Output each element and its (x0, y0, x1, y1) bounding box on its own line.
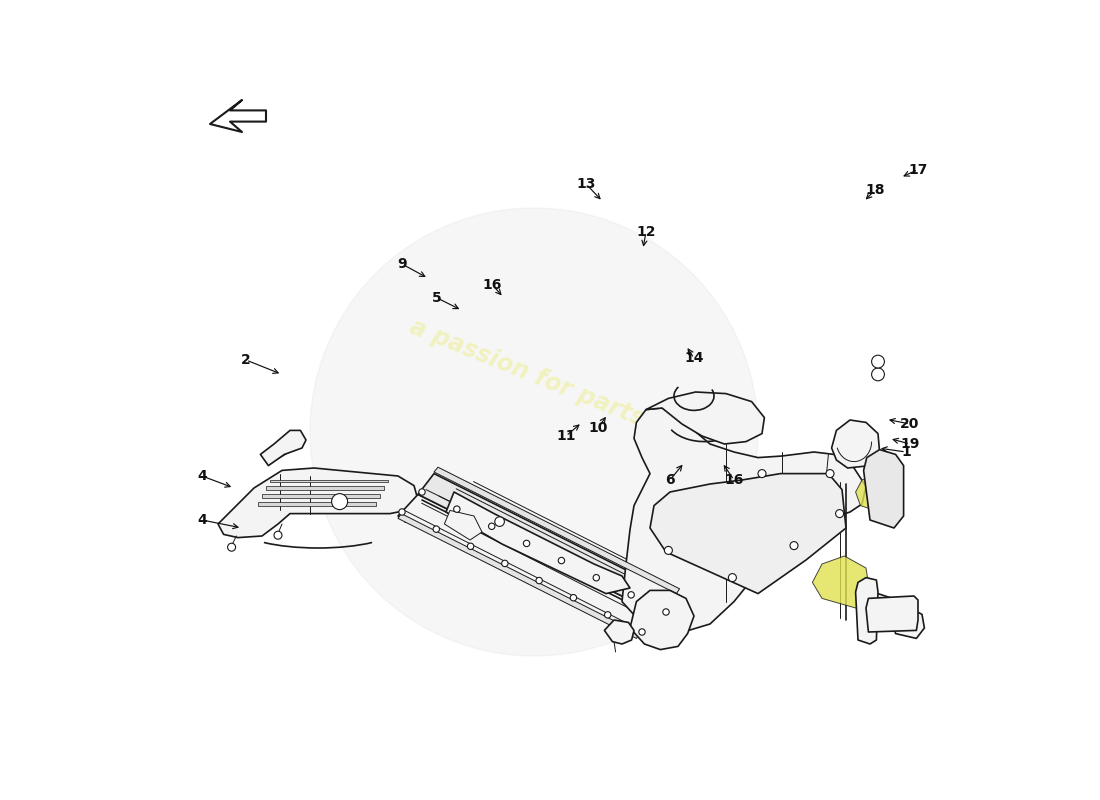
Polygon shape (856, 474, 894, 514)
Polygon shape (261, 430, 306, 466)
Polygon shape (444, 510, 482, 540)
Polygon shape (858, 594, 895, 626)
Circle shape (790, 542, 798, 550)
Text: 11: 11 (557, 429, 575, 443)
Circle shape (826, 470, 834, 478)
Polygon shape (604, 620, 634, 644)
Circle shape (628, 592, 635, 598)
Polygon shape (262, 494, 381, 498)
Polygon shape (650, 474, 846, 594)
Circle shape (433, 526, 440, 532)
Text: a passion for parts line: a passion for parts line (407, 315, 702, 453)
Text: 18: 18 (865, 183, 884, 198)
Circle shape (419, 489, 426, 495)
Circle shape (664, 546, 672, 554)
Circle shape (663, 609, 669, 615)
Circle shape (524, 540, 530, 546)
Text: 6: 6 (666, 473, 674, 487)
Circle shape (488, 523, 495, 530)
Polygon shape (434, 467, 680, 594)
Circle shape (495, 517, 505, 526)
Circle shape (871, 355, 884, 368)
Polygon shape (398, 514, 639, 638)
Text: 4: 4 (197, 469, 207, 483)
Text: 19: 19 (900, 437, 920, 451)
Polygon shape (832, 420, 880, 468)
Text: 4: 4 (197, 513, 207, 527)
Polygon shape (813, 556, 870, 608)
Polygon shape (258, 502, 376, 506)
Circle shape (228, 543, 235, 551)
Text: 20: 20 (900, 417, 920, 431)
Text: 14: 14 (684, 351, 704, 366)
Polygon shape (418, 474, 678, 616)
Circle shape (399, 509, 405, 515)
Polygon shape (210, 100, 266, 132)
Polygon shape (398, 494, 662, 636)
Circle shape (453, 506, 460, 512)
Text: 2: 2 (241, 353, 251, 367)
Polygon shape (646, 392, 764, 444)
Text: 17: 17 (909, 162, 927, 177)
Polygon shape (866, 596, 918, 632)
Circle shape (331, 494, 348, 510)
Circle shape (536, 578, 542, 584)
Polygon shape (864, 450, 903, 528)
Circle shape (502, 560, 508, 566)
Polygon shape (856, 578, 878, 644)
Text: 12: 12 (636, 225, 656, 239)
Text: 1: 1 (901, 445, 911, 459)
Text: 5: 5 (431, 290, 441, 305)
Polygon shape (892, 608, 924, 638)
Polygon shape (218, 468, 418, 538)
Circle shape (310, 208, 758, 656)
Text: 9: 9 (397, 257, 407, 271)
Circle shape (836, 510, 844, 518)
Circle shape (639, 629, 646, 635)
Circle shape (871, 368, 884, 381)
Circle shape (593, 574, 600, 581)
Text: 16: 16 (483, 278, 502, 292)
Polygon shape (630, 590, 694, 650)
Text: 16: 16 (724, 473, 744, 487)
Circle shape (468, 543, 474, 550)
Circle shape (728, 574, 736, 582)
Text: 10: 10 (588, 421, 607, 435)
Circle shape (758, 470, 766, 478)
Polygon shape (446, 492, 630, 594)
Polygon shape (621, 408, 866, 636)
Circle shape (274, 531, 282, 539)
Circle shape (570, 594, 576, 601)
Circle shape (605, 612, 610, 618)
Circle shape (558, 558, 564, 564)
Polygon shape (266, 486, 384, 490)
Polygon shape (270, 480, 388, 482)
Text: 13: 13 (576, 177, 596, 191)
